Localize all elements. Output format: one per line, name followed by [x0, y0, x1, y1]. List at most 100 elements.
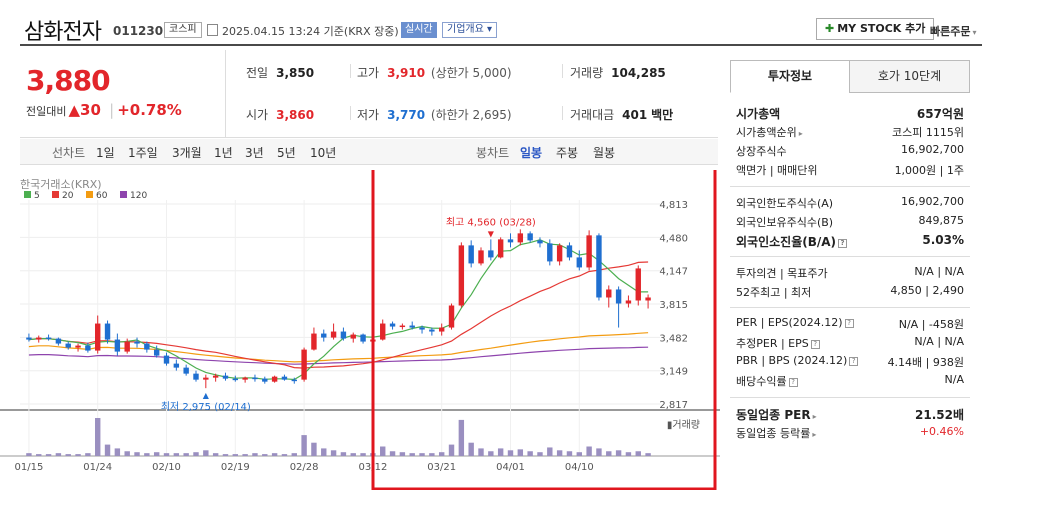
- volume-bar: [36, 454, 42, 456]
- volume-bar: [389, 451, 396, 456]
- foreign-hold-value: 849,875: [918, 214, 965, 227]
- x-tick-label: 02/19: [221, 462, 250, 473]
- legend-label-120: 120: [130, 191, 147, 201]
- candle-body: [65, 343, 71, 348]
- legend-swatch-120: [120, 191, 127, 198]
- divider: [730, 186, 970, 187]
- candle-body: [134, 341, 140, 344]
- candle-body: [497, 239, 504, 258]
- candle-body: [399, 325, 406, 328]
- add-my-stock-button[interactable]: ✚ MY STOCK 추가: [816, 18, 935, 40]
- volume-bar: [507, 450, 514, 456]
- volume-bar: [281, 454, 288, 456]
- lower-limit: (하한가 2,695): [430, 108, 512, 122]
- realtime-badge[interactable]: 실시간: [401, 22, 437, 38]
- company-overview-dropdown[interactable]: 기업개요 ▾: [442, 22, 497, 38]
- market-cap-rank-row[interactable]: 시가총액순위 ▸ 코스피 1115위: [736, 123, 964, 141]
- daily-candle-tab[interactable]: 일봉: [520, 146, 543, 160]
- add-my-stock-label: MY STOCK 추가: [837, 22, 926, 35]
- candle-body: [45, 337, 52, 340]
- candle-body: [222, 375, 229, 379]
- market-badge: 코스피: [164, 22, 202, 38]
- low-value: 3,770: [387, 108, 426, 122]
- period-1w[interactable]: 1주일: [128, 146, 158, 160]
- market-cap-value: 657억원: [916, 107, 964, 121]
- divider: [730, 307, 970, 308]
- ma60-line: [28, 332, 649, 363]
- y-tick-label: 3,815: [659, 300, 688, 311]
- change-label: 전일대비: [26, 105, 67, 118]
- divider: [730, 256, 970, 257]
- volume-bar: [173, 453, 180, 456]
- weekly-candle-tab[interactable]: 주봉: [556, 146, 579, 160]
- plus-icon: ✚: [825, 22, 835, 35]
- candlestick-chart[interactable]: 한국거래소(KRX)5 20 60 120 4,813 4,480 4,147 3,815 3,…: [0, 170, 720, 490]
- candle-body: [478, 250, 484, 264]
- line-chart-tab[interactable]: 선차트: [52, 146, 86, 160]
- candle-body: [193, 373, 199, 380]
- low-label: 저가: [357, 108, 380, 122]
- help-icon[interactable]: ?: [849, 357, 859, 366]
- volume-bar: [429, 453, 435, 456]
- candle-body: [458, 245, 465, 306]
- period-1d[interactable]: 1일: [96, 146, 115, 160]
- foreign-ratio-value: 5.03%: [922, 233, 964, 247]
- company-name: 삼화전자: [24, 20, 102, 45]
- volume-bar: [537, 452, 543, 456]
- volume-bar: [615, 450, 622, 456]
- divider: [350, 106, 351, 120]
- help-icon[interactable]: ?: [788, 378, 798, 387]
- volume-bar: [222, 454, 229, 456]
- candle-body: [350, 334, 356, 339]
- candle-body: [85, 345, 91, 351]
- period-3m[interactable]: 3개월: [172, 146, 202, 160]
- candle-body: [419, 327, 425, 330]
- help-icon[interactable]: ?: [844, 319, 854, 328]
- monthly-candle-tab[interactable]: 월봉: [593, 146, 616, 160]
- open-price: 시가 3,860: [246, 106, 314, 123]
- dividend-label: 배당수익률?: [736, 373, 798, 389]
- divider: |: [109, 101, 115, 119]
- period-3y[interactable]: 3년: [245, 146, 264, 160]
- candle-body: [556, 245, 563, 262]
- volume-bar: [586, 446, 592, 456]
- shares-row: 상장주식수 16,902,700: [736, 142, 964, 160]
- candle-body: [183, 367, 189, 374]
- candle-body: [429, 329, 435, 332]
- help-icon[interactable]: ?: [810, 340, 820, 349]
- high-value: 3,910: [387, 66, 426, 80]
- volume-bar: [596, 448, 602, 456]
- x-tick-label: 01/15: [15, 462, 44, 473]
- price-summary: 3,880 전일대비 ▲30 | +0.78% 전일 3,850 시가 3,860 고가…: [20, 50, 718, 138]
- volume-bar: [95, 418, 101, 456]
- volume-bar: [163, 453, 170, 456]
- tab-investment-info[interactable]: 투자정보: [730, 60, 850, 93]
- candle-body: [488, 250, 494, 258]
- sector-per-row[interactable]: 동일업종 PER ▸ 21.52배: [736, 405, 964, 423]
- volume-bar: [45, 454, 52, 456]
- period-10y[interactable]: 10년: [310, 146, 337, 160]
- volume-bar: [448, 444, 455, 456]
- volume-bar: [625, 452, 632, 456]
- candle-body: [124, 341, 130, 352]
- legend-label-60: 60: [96, 191, 108, 201]
- sector-per-label: 동일업종 PER ▸: [736, 406, 817, 423]
- candle-body: [566, 245, 573, 258]
- candle-body: [409, 325, 415, 328]
- candle-body: [252, 377, 258, 380]
- chart-period-bar: 선차트 1일 1주일 3개월 1년 3년 5년 10년 봉차트 일봉 주봉 월봉: [20, 139, 718, 165]
- ma120-line: [28, 346, 649, 365]
- opinion-label: 투자의견 | 목표주가: [736, 267, 828, 280]
- candle-chart-tab[interactable]: 봉차트: [476, 146, 510, 160]
- quick-order-menu[interactable]: 빠른주문 ▾: [930, 23, 977, 39]
- volume-label: 거래량: [570, 66, 604, 80]
- period-5y[interactable]: 5년: [277, 146, 296, 160]
- sector-rate-row[interactable]: 동일업종 등락률 ▸ +0.46%: [736, 424, 964, 442]
- tab-order-book[interactable]: 호가 10단계: [849, 60, 970, 93]
- period-1y[interactable]: 1년: [214, 146, 233, 160]
- candle-body: [507, 239, 514, 243]
- candle-body: [606, 289, 612, 298]
- help-icon[interactable]: ?: [838, 239, 848, 248]
- volume-bar: [497, 448, 504, 456]
- volume-bar: [399, 452, 406, 456]
